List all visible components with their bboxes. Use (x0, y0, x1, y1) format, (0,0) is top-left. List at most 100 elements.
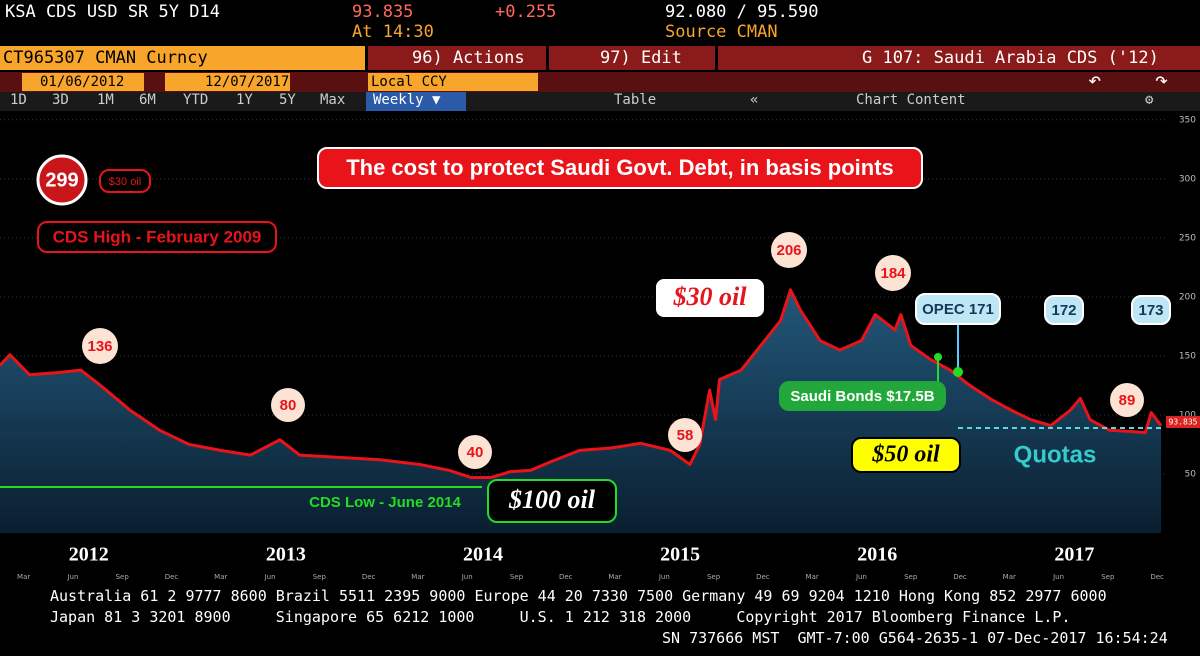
annotation-circle (458, 435, 492, 469)
minor-tick-label: Mar (806, 573, 819, 581)
annotation: Quotas (1014, 441, 1097, 468)
annotation-circle (271, 388, 305, 422)
annotation-box (317, 147, 923, 189)
currency-field[interactable] (368, 73, 538, 91)
frequency-button[interactable] (366, 92, 466, 111)
footer-line: Japan 81 3 3201 8900 Singapore 65 6212 1… (50, 608, 1071, 626)
annotation-box (1131, 295, 1171, 325)
minor-tick-label: Dec (362, 573, 376, 581)
minor-tick-label: Sep (313, 573, 327, 581)
annotation: 173 (1138, 302, 1163, 319)
footer-line: SN 737666 MST GMT-7:00 G564-2635-1 07-De… (662, 629, 1168, 647)
annotation: 136 (87, 338, 112, 355)
y-tick-label: 300 (1179, 174, 1196, 184)
annotation-box (487, 479, 617, 523)
range-tab[interactable]: 5Y (279, 92, 296, 108)
x-tick-label: 2013 (266, 544, 306, 566)
minor-tick-label: Mar (214, 573, 227, 581)
table-button[interactable]: Table (614, 92, 657, 108)
y-tick-label: 350 (1179, 115, 1196, 125)
annotation: 40 (467, 444, 484, 461)
last-price: 93.835 (352, 2, 414, 22)
range-tab[interactable]: 1M (97, 92, 114, 108)
range-tab[interactable]: 3D (52, 92, 69, 108)
y-tick-label: 250 (1179, 233, 1196, 243)
collapse-icon[interactable]: « (750, 92, 759, 108)
actions[interactable]: 96) Actions (412, 48, 525, 68)
annotation: 89 (1119, 392, 1136, 409)
range-tab[interactable]: 1D (10, 92, 27, 108)
end-date[interactable]: 12/07/2017 (205, 74, 290, 90)
x-tick-label: 2015 (660, 544, 700, 566)
range: 92.080 / 95.590 (665, 2, 819, 22)
annotation-circle (1110, 383, 1144, 417)
redo-icon[interactable]: ↷ (1155, 68, 1169, 93)
edit-button[interactable] (549, 46, 715, 70)
actions-button[interactable] (368, 46, 546, 70)
start-field[interactable] (22, 73, 144, 91)
x-axis-band (0, 533, 1200, 585)
x-tick-label: 2016 (857, 544, 897, 566)
range-tab[interactable]: YTD (183, 92, 209, 108)
annotation: 172 (1051, 302, 1076, 319)
edit[interactable]: 97) Edit (600, 48, 682, 68)
annotation-circle (82, 328, 118, 364)
security[interactable]: CT965307 CMAN Curncy (3, 48, 208, 68)
annotation-box (915, 293, 1001, 325)
annotation: CDS High - February 2009 (53, 227, 262, 246)
annotation-box (654, 277, 766, 319)
annotation: Saudi Bonds $17.5B (790, 388, 934, 405)
frequency[interactable]: Weekly ▼ (373, 92, 441, 108)
annotation-box (37, 221, 277, 253)
y-tick-label: 50 (1185, 469, 1197, 479)
annotation-circle (875, 255, 911, 291)
annotation: $30 oil (673, 282, 748, 311)
date-bar (0, 72, 1200, 92)
annotation: $30 oil (109, 176, 141, 188)
annotation: $100 oil (508, 485, 596, 514)
annotation-box (99, 169, 151, 193)
y-tick-label: 100 (1179, 410, 1196, 420)
annotation-box (851, 437, 961, 473)
y-tick-label: 150 (1179, 351, 1196, 361)
annotation: The cost to protect Saudi Govt. Debt, in… (346, 155, 894, 180)
currency[interactable]: Local CCY (371, 74, 447, 90)
x-tick-label: 2017 (1054, 544, 1094, 566)
annotation: 58 (677, 427, 694, 444)
tab-bar (0, 92, 1200, 111)
annotation: 184 (880, 265, 906, 282)
end-field[interactable] (165, 73, 290, 91)
minor-tick-label: Dec (756, 573, 770, 581)
minor-tick-label: Mar (411, 573, 424, 581)
start-date[interactable]: 01/06/2012 (40, 74, 125, 90)
minor-tick-label: Sep (510, 573, 524, 581)
annotation: 299 (45, 169, 78, 191)
minor-tick-label: Jun (461, 573, 473, 581)
range-tab[interactable]: 6M (139, 92, 156, 108)
range-tab[interactable]: Max (320, 92, 346, 108)
chart-content-button[interactable]: Chart Content (856, 92, 966, 108)
security-bar[interactable] (0, 46, 365, 70)
minor-tick-label: Jun (264, 573, 276, 581)
event-dot (934, 353, 942, 361)
minor-tick-label: Dec (953, 573, 967, 581)
minor-tick-label: Mar (1003, 573, 1016, 581)
footer-line: Australia 61 2 9777 8600 Brazil 5511 239… (50, 587, 1107, 605)
y-tick-label: 200 (1179, 292, 1196, 302)
price-tag-label: 93.835 (1169, 418, 1198, 427)
range-tab[interactable]: 1Y (236, 92, 253, 108)
minor-tick-label: Sep (904, 573, 918, 581)
annotation: 80 (280, 397, 297, 414)
line (0, 288, 1163, 480)
annotation-circle (668, 418, 702, 452)
minor-tick-label: Mar (608, 573, 621, 581)
annotation-box (1044, 295, 1084, 325)
x-tick-label: 2012 (69, 544, 109, 566)
graph-bar (718, 46, 1200, 70)
undo-icon[interactable]: ↶ (1088, 68, 1102, 93)
event-dot (953, 367, 963, 377)
settings-icon[interactable]: ⚙ (1145, 92, 1154, 108)
annotation: OPEC 171 (922, 301, 994, 318)
